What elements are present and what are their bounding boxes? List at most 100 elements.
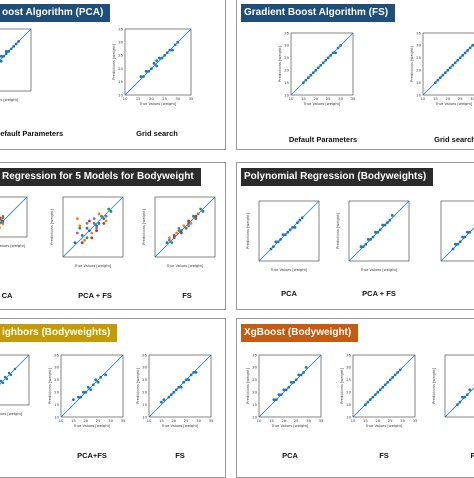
y-tick-label: 25 — [416, 55, 421, 60]
data-point — [161, 57, 164, 60]
x-tick-label: 25 — [458, 96, 463, 101]
y-tick-label: 35 — [142, 352, 147, 357]
data-point — [167, 396, 170, 399]
data-point — [168, 236, 171, 239]
data-point — [177, 386, 180, 389]
data-point — [187, 222, 190, 225]
plot-caption: FS — [182, 291, 192, 300]
data-point — [202, 210, 205, 213]
data-point — [466, 49, 469, 52]
data-point — [173, 236, 176, 239]
data-point — [466, 393, 469, 396]
data-point — [197, 212, 200, 215]
data-point — [192, 371, 195, 374]
data-point — [468, 231, 471, 234]
data-point — [464, 51, 467, 54]
data-point — [187, 224, 190, 227]
data-point — [175, 232, 178, 235]
data-point — [434, 81, 437, 84]
plot-caption: Default Parameters — [289, 135, 357, 144]
x-tick-label: 35 — [189, 96, 194, 101]
data-point — [190, 222, 193, 225]
data-point — [187, 220, 190, 223]
data-point — [163, 54, 166, 57]
data-point — [454, 243, 457, 246]
data-point — [461, 54, 464, 57]
data-point — [466, 231, 469, 234]
data-point — [139, 75, 142, 78]
y-tick-label: 15 — [416, 80, 421, 85]
data-point — [170, 393, 173, 396]
y-axis-label: Predictions [weight] — [410, 46, 414, 82]
x-tick-label: 15 — [159, 418, 164, 423]
y-axis-label: Predictions [weight] — [112, 44, 116, 80]
y-tick-label: 35 — [416, 30, 421, 35]
y-tick-label: 10 — [118, 92, 123, 97]
x-tick-label: 20 — [445, 96, 450, 101]
y-tick-label: 10 — [142, 414, 147, 419]
data-point — [461, 396, 464, 399]
data-point — [463, 396, 466, 399]
y-tick-label: 30 — [416, 43, 421, 48]
data-point — [175, 388, 178, 391]
data-point — [185, 378, 188, 381]
data-point — [454, 61, 457, 64]
data-point — [174, 43, 177, 46]
data-point — [145, 70, 148, 73]
data-point — [187, 378, 190, 381]
plot-caption: PCA + FS — [362, 289, 396, 298]
data-point — [158, 57, 161, 60]
y-tick-label: 30 — [118, 40, 123, 45]
y-tick-label: 25 — [142, 377, 147, 382]
data-point — [451, 64, 454, 67]
y-tick-label: 15 — [118, 79, 123, 84]
plot-caption: PCA + FS — [78, 291, 112, 300]
plot-caption: Grid search — [434, 135, 474, 144]
y-axis-label: Predictions [weight] — [432, 368, 436, 404]
data-point — [456, 403, 459, 406]
plot-caption: FS — [379, 451, 389, 460]
plot-caption: P — [470, 451, 474, 460]
data-point — [176, 41, 179, 44]
data-point — [155, 65, 158, 68]
data-point — [153, 62, 156, 65]
panel-gradient-boost-pca: oost Algorithm (PCA) True Values [weight… — [0, 0, 226, 150]
data-point — [190, 373, 193, 376]
y-tick-label: 20 — [142, 390, 147, 395]
x-tick-label: 10 — [123, 96, 128, 101]
y-tick-label: 20 — [118, 66, 123, 71]
data-point — [168, 239, 171, 242]
data-point — [459, 240, 462, 243]
plot-frame — [423, 33, 474, 95]
data-point — [168, 49, 171, 52]
data-point — [458, 401, 461, 404]
data-point — [464, 236, 467, 239]
data-point — [452, 248, 455, 251]
panel-nearest-neighbors: ighbors (Bodyweights) True Values [weigh… — [0, 318, 226, 478]
data-point — [147, 70, 150, 73]
data-point — [194, 217, 197, 220]
data-point — [180, 232, 183, 235]
plot-caption: PCA+FS — [77, 451, 107, 460]
data-point — [150, 67, 153, 70]
y-tick-label: 25 — [118, 53, 123, 58]
x-tick-label: 25 — [184, 418, 189, 423]
data-point — [162, 398, 165, 401]
scatter-plot — [237, 163, 474, 310]
plot-frame — [441, 201, 474, 261]
scatter-plot: Predictions [weight] — [237, 319, 474, 478]
plot-caption: PCA — [282, 451, 298, 460]
x-tick-label: 20 — [171, 418, 176, 423]
data-point — [185, 227, 188, 230]
data-point — [456, 243, 459, 246]
y-axis-label: Predictions [weight] — [136, 368, 140, 404]
data-point — [166, 241, 169, 244]
data-point — [199, 208, 202, 211]
data-point — [444, 71, 447, 74]
data-point — [182, 381, 185, 384]
data-point — [469, 46, 472, 49]
x-tick-label: 30 — [196, 418, 201, 423]
data-point — [142, 75, 145, 78]
